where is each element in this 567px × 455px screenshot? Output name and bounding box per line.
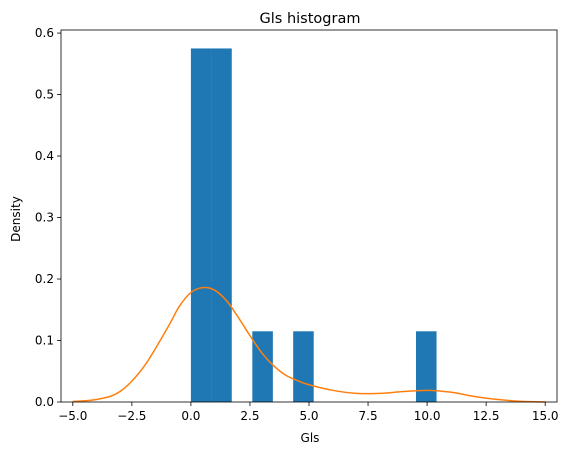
histogram-bar-4 (293, 331, 314, 402)
x-tick-label: 0.0 (181, 409, 200, 423)
x-tick-label: 2.5 (240, 409, 259, 423)
histogram-bar-3 (252, 331, 273, 402)
x-tick-label: 12.5 (473, 409, 500, 423)
y-tick-label: 0.5 (35, 88, 54, 102)
chart-title: Gls histogram (260, 11, 361, 27)
ticks-layer: −5.0 −2.5 0.0 2.5 5.0 7.5 10.0 12.5 15.0 0.0 0.1 0.… (35, 26, 559, 423)
y-tick-label: 0.2 (35, 272, 54, 286)
histogram-bar-5 (415, 331, 437, 402)
histogram-bar-1 (190, 48, 212, 402)
x-axis-label: Gls (301, 431, 320, 445)
y-axis-label: Density (9, 196, 23, 242)
histogram-bar-2 (211, 48, 232, 402)
x-tick-label: 7.5 (359, 409, 378, 423)
x-tick-label: 5.0 (299, 409, 318, 423)
y-tick-label: 0.0 (35, 395, 54, 409)
bars-layer (190, 48, 437, 402)
y-tick-label: 0.4 (35, 149, 54, 163)
y-tick-label: 0.6 (35, 26, 54, 40)
x-tick-label: −5.0 (58, 409, 87, 423)
y-tick-label: 0.1 (35, 334, 54, 348)
y-tick-label: 0.3 (35, 211, 54, 225)
x-tick-label: 10.0 (414, 409, 441, 423)
x-tick-label: −2.5 (117, 409, 146, 423)
kde-line-layer (72, 286, 546, 403)
density-line (72, 286, 546, 403)
x-tick-label: 15.0 (532, 409, 559, 423)
